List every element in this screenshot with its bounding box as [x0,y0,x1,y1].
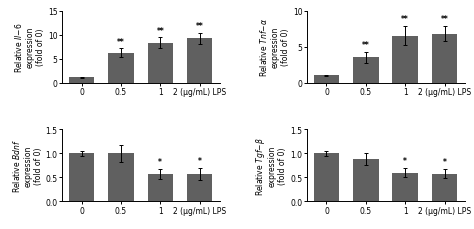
Bar [147,44,173,83]
Text: **: ** [196,22,203,31]
Text: *: * [443,157,447,166]
Bar [392,37,418,83]
Y-axis label: Relative $\mathit{Tgf}$$\mathit{-\beta}$
expression
(fold of 0): Relative $\mathit{Tgf}$$\mathit{-\beta}$… [254,136,287,195]
Bar [314,154,339,202]
Bar [314,76,339,83]
Bar [69,154,94,202]
Y-axis label: Relative $\mathit{Il}$$\mathit{-6}$
expression
(fold of 0): Relative $\mathit{Il}$$\mathit{-6}$ expr… [13,22,45,73]
Bar [392,173,418,202]
Bar [108,154,134,202]
Bar [187,174,212,202]
Bar [108,54,134,83]
Bar [353,58,379,83]
Text: **: ** [362,41,370,49]
Text: **: ** [117,37,125,46]
Text: **: ** [441,15,448,24]
Bar [147,174,173,202]
Bar [187,39,212,83]
Y-axis label: Relative $\mathit{Bdnf}$
expression
(fold of 0): Relative $\mathit{Bdnf}$ expression (fol… [11,139,43,193]
Text: **: ** [401,15,409,24]
Text: **: ** [156,26,164,35]
Bar [432,34,457,83]
Text: *: * [158,158,162,167]
Bar [69,78,94,83]
Y-axis label: Relative $\mathit{Tnf}$$\mathit{-\alpha}$
expression
(fold of 0): Relative $\mathit{Tnf}$$\mathit{-\alpha}… [258,18,290,77]
Text: *: * [198,157,201,166]
Text: *: * [403,156,407,165]
Bar [432,174,457,202]
Bar [353,159,379,202]
